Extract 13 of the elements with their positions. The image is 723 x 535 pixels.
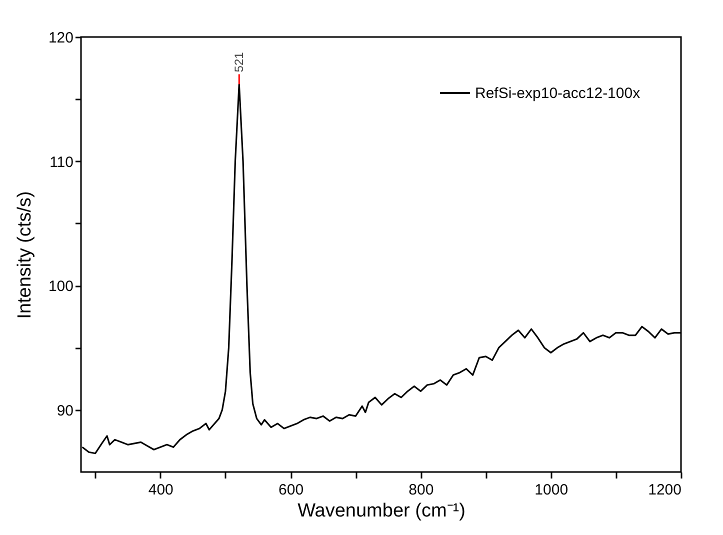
y-tick-label: 100 [48,278,74,296]
y-tick-label: 120 [48,30,74,46]
x-tick-label: 800 [408,482,434,498]
legend-label: RefSi-exp10-acc12-100x [475,85,641,102]
x-tick-label: 1000 [534,482,568,498]
x-tick-label: 600 [278,482,304,498]
annotation: 521 [232,52,246,72]
x-axis-title: Wavenumber (cm⁻¹) [298,500,466,522]
y-tick-label: 110 [50,154,74,171]
x-tick-label: 1200 [648,482,682,498]
y-tick-label: 90 [56,402,74,420]
x-tick-label: 400 [148,482,174,498]
y-axis-title: Intensity (cts/s) [14,191,36,319]
